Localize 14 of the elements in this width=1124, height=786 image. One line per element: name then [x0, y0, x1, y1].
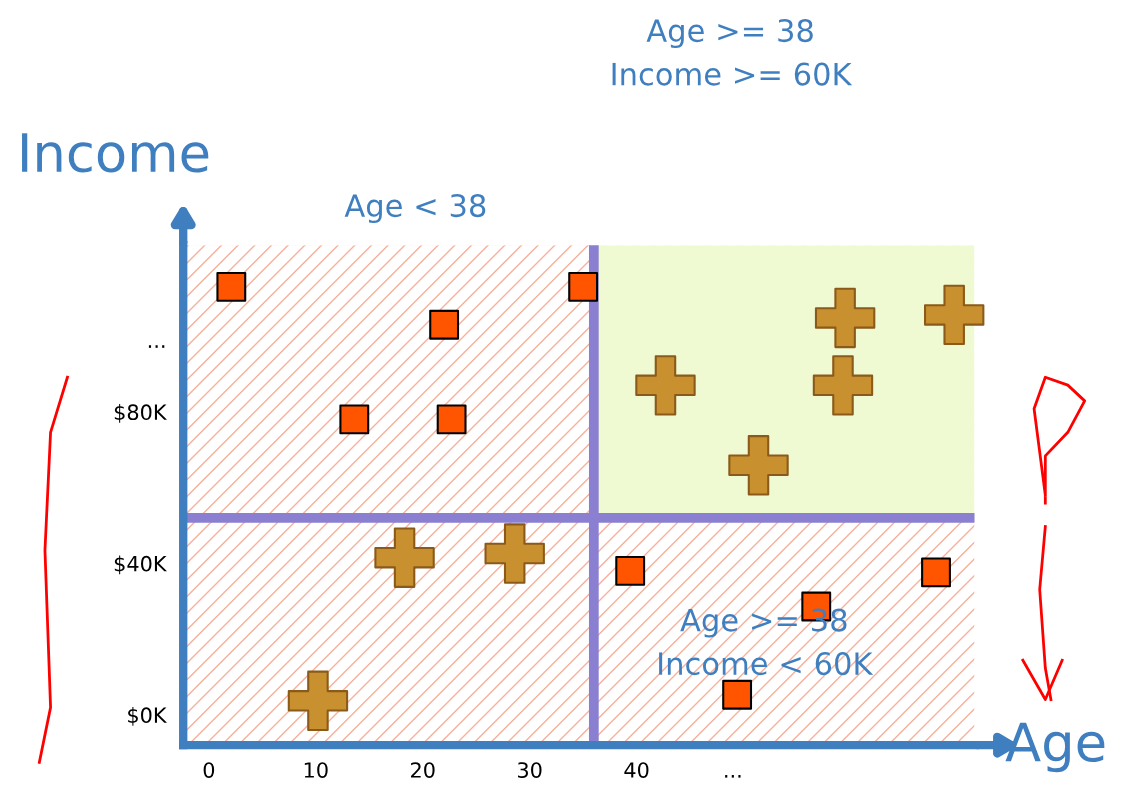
- x-tick-label: 20: [411, 762, 435, 778]
- y-tick-label: $0K: [128, 706, 167, 726]
- x-axis-title: Age: [1005, 722, 1105, 773]
- annotation: Age >= 38 Income < 60K: [659, 608, 874, 676]
- x-tick-label: 0: [203, 762, 215, 778]
- text: Age < 38: [344, 194, 486, 224]
- y-axis-title: Income: [22, 133, 209, 173]
- text: Age >= 38 Income >= 60K: [612, 19, 853, 86]
- x-tick-label: 40: [624, 762, 649, 778]
- y-tick-label: $40K: [114, 555, 167, 575]
- x-tick-label: ...: [725, 775, 741, 778]
- y-tick-label: $80K: [114, 403, 167, 423]
- x-tick-label: 30: [518, 762, 542, 778]
- x-tick-label: 10: [304, 762, 328, 778]
